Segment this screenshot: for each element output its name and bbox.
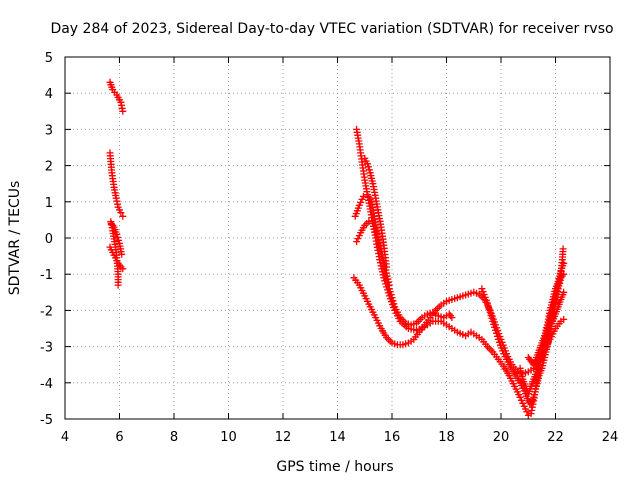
data-point-marker [517, 396, 525, 404]
data-point-marker [355, 201, 363, 209]
y-tick-label: -3 [40, 341, 53, 356]
y-axis-label: SDTVAR / TECUs [7, 181, 23, 296]
data-point-marker [448, 314, 456, 322]
data-point-marker [560, 315, 568, 323]
y-tick-label: -1 [40, 268, 53, 283]
data-point-marker [383, 263, 391, 271]
data-point-marker [487, 311, 495, 319]
data-point-marker [560, 270, 568, 278]
data-point-marker [383, 272, 391, 280]
data-point-marker [384, 275, 392, 283]
data-point-marker [113, 230, 121, 238]
x-tick-label: 8 [170, 430, 178, 445]
grid [65, 57, 610, 419]
data-point-marker [389, 297, 397, 305]
y-tick-label: 3 [45, 123, 53, 138]
series-track-4 [353, 218, 393, 289]
y-tick-label: 1 [45, 196, 53, 211]
data-points [106, 78, 568, 419]
chart-title: Day 284 of 2023, Sidereal Day-to-day VTE… [50, 21, 613, 37]
x-tick-label: 10 [220, 430, 237, 445]
data-point-marker [119, 212, 127, 220]
x-tick-label: 12 [275, 430, 292, 445]
data-point-marker [490, 320, 498, 328]
y-tick-label: 4 [45, 87, 53, 102]
data-point-marker [354, 235, 362, 243]
data-point-marker [114, 233, 122, 241]
data-point-marker [114, 281, 122, 289]
data-point-marker [385, 281, 393, 289]
data-point-marker [560, 259, 568, 267]
data-point-marker [119, 107, 127, 115]
data-point-marker [559, 245, 567, 253]
data-point-marker [385, 278, 393, 286]
y-tick-label: -2 [40, 304, 53, 319]
data-point-marker [516, 393, 524, 401]
data-point-marker [357, 198, 365, 206]
x-axis-label: GPS time / hours [276, 459, 393, 475]
data-point-marker [493, 332, 501, 340]
data-point-marker [355, 232, 363, 240]
data-point-marker [523, 408, 531, 416]
data-point-marker [382, 266, 390, 274]
data-point-marker [386, 288, 394, 296]
data-point-marker [118, 250, 126, 258]
data-point-marker [365, 166, 373, 174]
data-point-marker [489, 317, 497, 325]
data-point-marker [112, 194, 120, 202]
data-point-marker [491, 323, 499, 331]
data-point-marker [119, 265, 127, 273]
data-point-marker [492, 326, 499, 334]
x-tick-label: 4 [61, 430, 69, 445]
data-point-marker [484, 302, 492, 310]
x-tick-label: 16 [384, 430, 401, 445]
data-point-marker [519, 399, 527, 407]
data-point-marker [118, 104, 126, 112]
y-tick-label: -5 [40, 413, 53, 428]
data-point-marker [388, 294, 396, 302]
x-tick-label: 18 [438, 430, 455, 445]
series-seg-a [106, 78, 127, 115]
data-point-marker [358, 195, 366, 203]
y-tick-label: 5 [45, 51, 53, 66]
data-point-marker [485, 305, 493, 313]
plot-frame [64, 56, 611, 420]
x-tick-label: 22 [547, 430, 564, 445]
data-point-marker [488, 314, 496, 322]
data-point-marker [365, 218, 373, 226]
series-seg-e [107, 220, 126, 258]
data-point-marker [390, 300, 398, 308]
data-point-marker [117, 209, 125, 217]
x-tick-label: 24 [602, 430, 619, 445]
data-point-marker [364, 163, 372, 171]
x-tick-label: 20 [493, 430, 510, 445]
series-track-5 [361, 154, 391, 271]
x-tick-label: 6 [115, 430, 123, 445]
y-tick-label: -4 [40, 377, 53, 392]
data-point-marker [115, 236, 123, 244]
data-point-marker [527, 410, 535, 418]
y-tick-label: 0 [45, 232, 53, 247]
data-point-marker [560, 288, 568, 296]
series-track-8 [524, 259, 568, 369]
data-point-marker [483, 299, 491, 307]
y-tick-label: 2 [45, 160, 53, 175]
data-point-marker [364, 160, 371, 168]
series-seg-d [106, 243, 127, 273]
x-tick-label: 14 [329, 430, 346, 445]
data-point-marker [486, 308, 494, 316]
data-point-marker [493, 329, 500, 337]
data-point-marker [387, 291, 395, 299]
data-point-marker [353, 238, 361, 246]
series-seg-b [106, 149, 127, 220]
